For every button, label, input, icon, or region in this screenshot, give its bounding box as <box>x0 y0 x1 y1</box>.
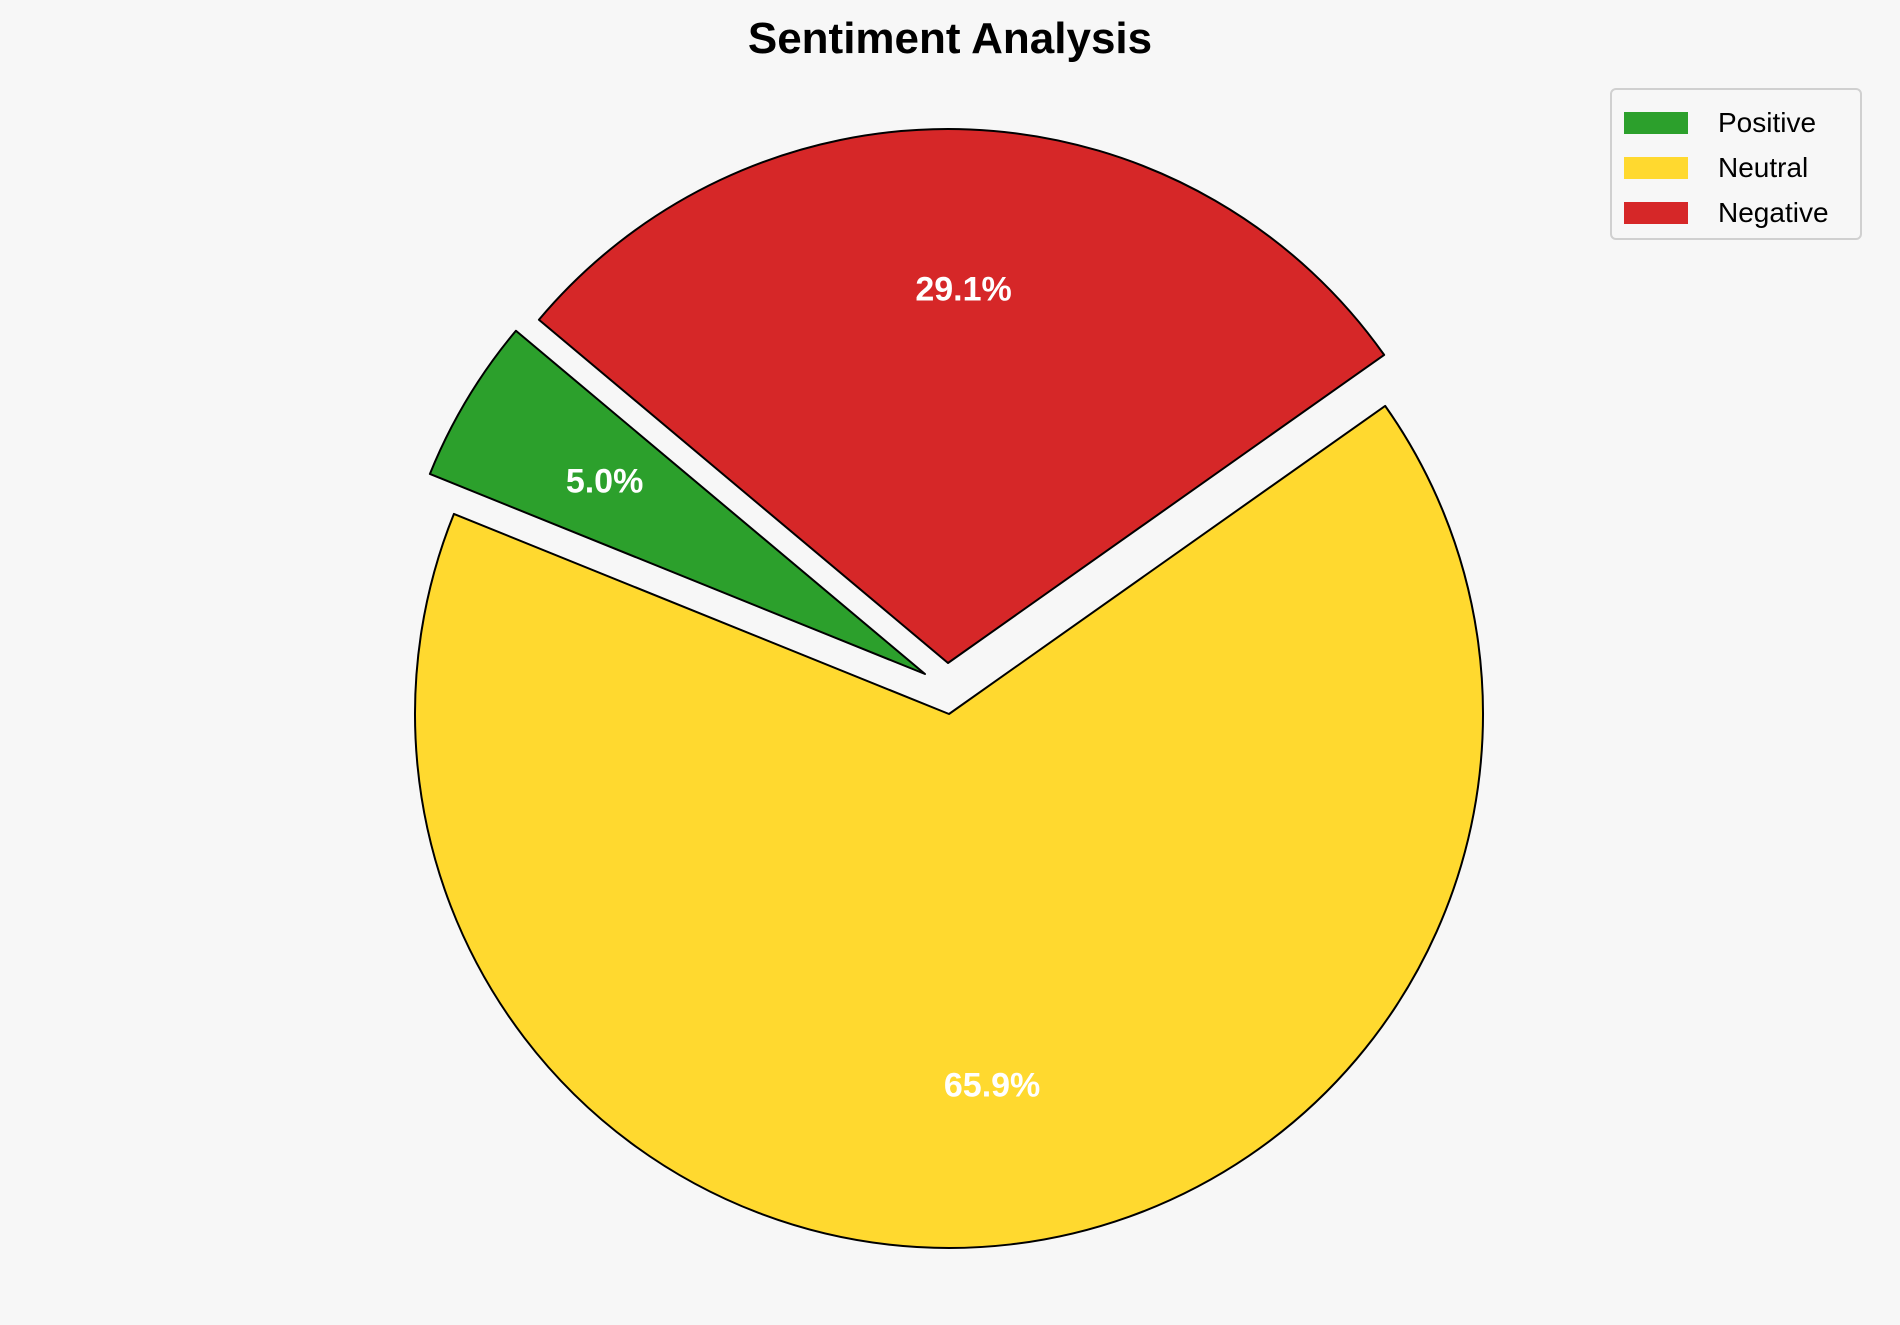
legend-item-positive: Positive <box>1624 100 1860 145</box>
legend-label: Negative <box>1718 196 1829 228</box>
legend-swatch <box>1624 111 1688 134</box>
pie-label-negative: 29.1% <box>915 271 1011 309</box>
legend-item-neutral: Neutral <box>1624 145 1860 190</box>
pie-label-neutral: 65.9% <box>944 1066 1040 1104</box>
legend-item-negative: Negative <box>1624 190 1860 235</box>
legend: Positive Neutral Negative <box>1610 88 1862 240</box>
pie-slice-positive <box>428 329 926 675</box>
pie-slice-negative <box>537 128 1386 664</box>
legend-swatch <box>1624 156 1688 179</box>
chart-title: Sentiment Analysis <box>747 14 1153 63</box>
pie-label-positive: 5.0% <box>566 462 644 500</box>
legend-label: Neutral <box>1718 151 1809 183</box>
legend-label: Positive <box>1718 106 1817 138</box>
legend-swatch <box>1624 201 1688 224</box>
pie-slice-neutral <box>414 404 1484 1249</box>
